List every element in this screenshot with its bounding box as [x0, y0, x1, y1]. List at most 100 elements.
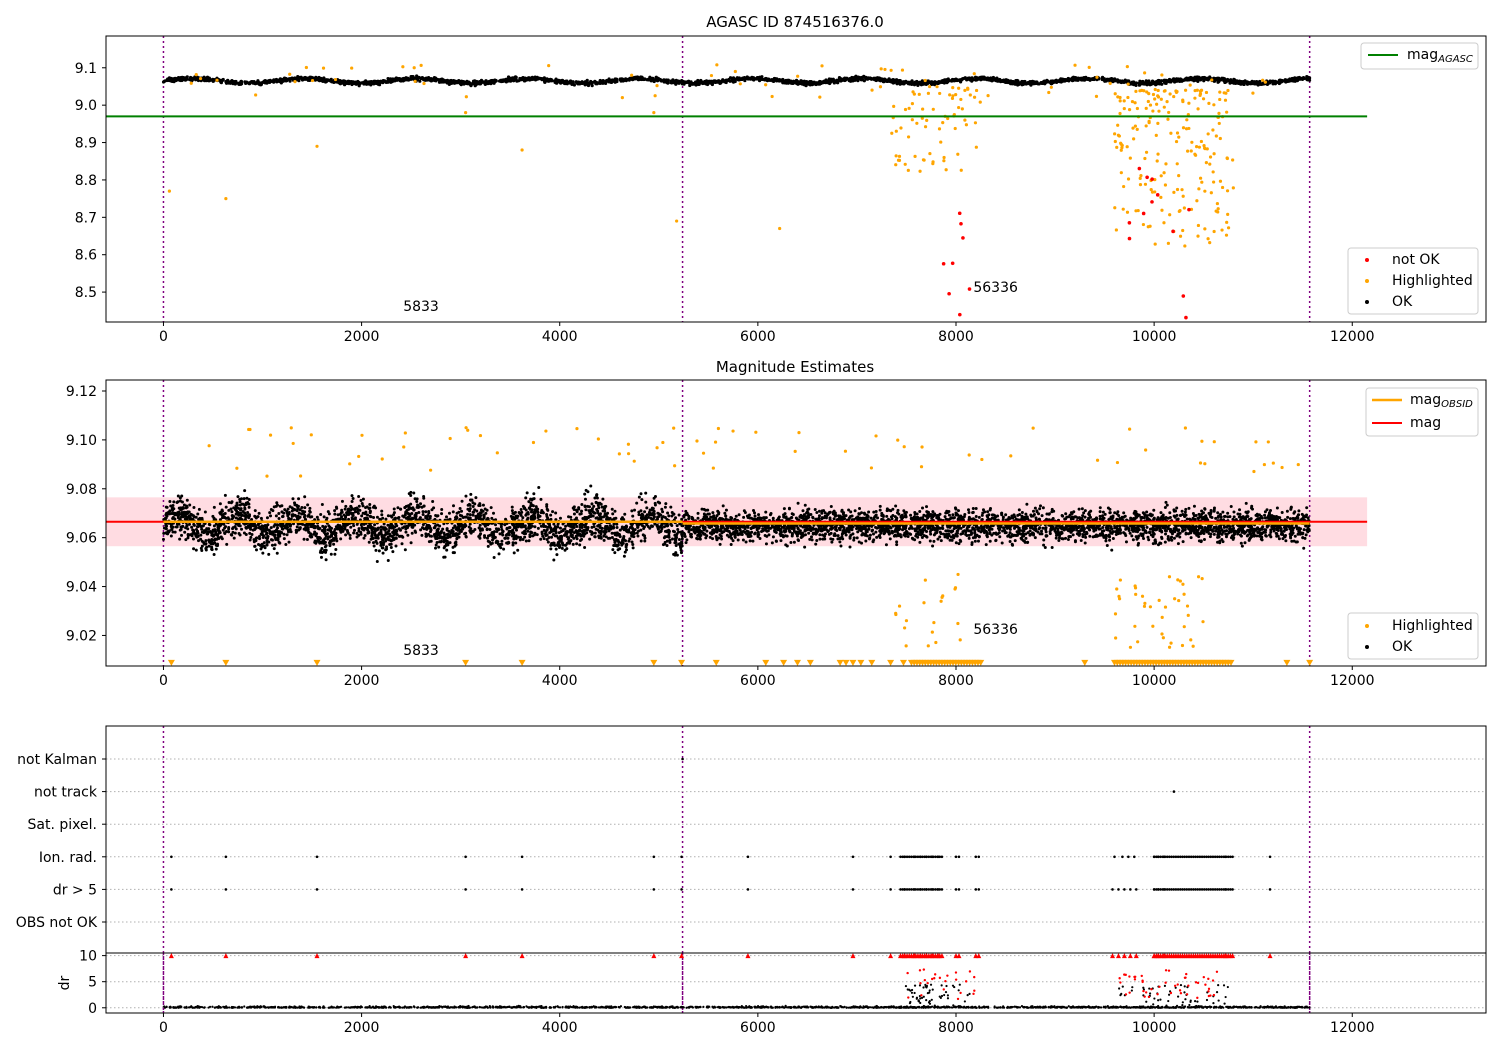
- highlighted-point: [951, 94, 955, 98]
- ok-point: [371, 541, 375, 545]
- ok-point: [500, 539, 504, 543]
- highlighted-point: [1225, 156, 1229, 160]
- ok-point: [297, 76, 302, 80]
- ok-point: [554, 547, 558, 551]
- ok-point: [460, 509, 464, 513]
- ok-point: [287, 516, 291, 520]
- ok-point: [1251, 80, 1255, 84]
- ok-point: [452, 81, 456, 85]
- ok-point: [789, 79, 793, 83]
- not-ok-point: [1171, 229, 1175, 234]
- ok-point: [628, 525, 632, 529]
- not-ok-point: [1187, 207, 1191, 212]
- ok-point: [680, 537, 684, 541]
- highlighted-point: [1181, 194, 1185, 198]
- ok-point: [482, 516, 486, 520]
- highlighted-point: [1167, 110, 1171, 115]
- ok-point: [516, 535, 520, 539]
- ok-point: [623, 512, 627, 516]
- legend-agasc-bottom: not OK Highlighted OK: [1347, 247, 1479, 315]
- ok-point: [322, 515, 326, 519]
- highlighted-point: [1220, 185, 1225, 190]
- ok-point: [668, 538, 672, 542]
- ok-point: [243, 507, 247, 511]
- ok-point: [640, 517, 644, 521]
- ok-point: [665, 544, 669, 548]
- ok-point: [211, 542, 215, 546]
- ok-point: [632, 535, 636, 539]
- ok-point: [608, 80, 613, 84]
- ok-point: [558, 516, 562, 520]
- ok-point: [434, 543, 438, 547]
- ok-point: [992, 77, 996, 81]
- ok-point: [289, 530, 293, 534]
- ok-point: [527, 539, 531, 543]
- ok-point: [1017, 81, 1021, 85]
- ok-point: [598, 81, 603, 85]
- ok-point: [485, 536, 489, 540]
- not-ok-point: [958, 312, 962, 317]
- highlighted-point: [1198, 93, 1202, 97]
- highlighted-point: [1114, 228, 1118, 232]
- ok-point: [561, 542, 565, 546]
- ok-point: [533, 525, 537, 529]
- ok-point: [207, 79, 211, 83]
- ok-point: [278, 541, 282, 545]
- ok-point: [510, 509, 514, 513]
- highlighted-point: [1165, 100, 1169, 104]
- ok-point: [268, 511, 272, 515]
- ok-point: [283, 508, 287, 512]
- highlighted-point: [1202, 146, 1207, 150]
- highlighted-point: [928, 151, 932, 156]
- ok-point: [374, 539, 378, 543]
- ok-point: [200, 530, 204, 534]
- highlighted-point: [948, 93, 952, 97]
- highlighted-point: [957, 86, 961, 90]
- ok-point: [1230, 80, 1234, 84]
- ok-point: [397, 527, 401, 531]
- ok-point: [411, 517, 415, 521]
- ok-point: [411, 74, 415, 79]
- ok-point: [269, 507, 273, 511]
- highlighted-point: [1172, 190, 1176, 194]
- ok-point: [288, 79, 292, 83]
- ok-point: [666, 78, 670, 83]
- ok-point: [636, 534, 640, 538]
- ok-point: [253, 81, 257, 85]
- ok-point: [872, 76, 876, 80]
- ok-point: [521, 537, 525, 541]
- ok-point: [343, 526, 347, 530]
- ok-point: [460, 499, 464, 503]
- ok-point: [170, 79, 174, 83]
- ok-point: [389, 80, 393, 84]
- ok-point: [578, 543, 582, 547]
- highlighted-point: [1226, 88, 1230, 93]
- highlighted-point: [883, 67, 887, 72]
- ok-point: [240, 502, 244, 506]
- highlighted-point: [464, 111, 468, 115]
- obsid-label-56336: 56336: [973, 280, 1018, 296]
- ok-point: [429, 539, 433, 543]
- ok-point: [468, 82, 472, 87]
- ok-point: [289, 517, 293, 521]
- highlighted-point: [1187, 126, 1191, 131]
- ok-point: [489, 506, 493, 510]
- ok-point: [668, 541, 672, 545]
- ok-point: [469, 492, 473, 496]
- ok-point: [665, 535, 669, 539]
- ok-point: [223, 511, 227, 515]
- ok-point: [274, 514, 278, 518]
- ok-point: [613, 509, 617, 513]
- ok-point: [541, 522, 545, 526]
- ok-point: [352, 531, 356, 535]
- ok-point: [168, 509, 172, 513]
- highlighted-point: [1144, 106, 1148, 110]
- ok-point: [468, 507, 472, 511]
- ok-point: [1189, 75, 1193, 80]
- highlighted-point: [1135, 106, 1139, 111]
- ok-point: [688, 82, 692, 86]
- ok-point: [869, 77, 874, 81]
- ok-point: [525, 491, 529, 495]
- highlighted-point: [652, 111, 656, 115]
- ok-point: [648, 75, 652, 79]
